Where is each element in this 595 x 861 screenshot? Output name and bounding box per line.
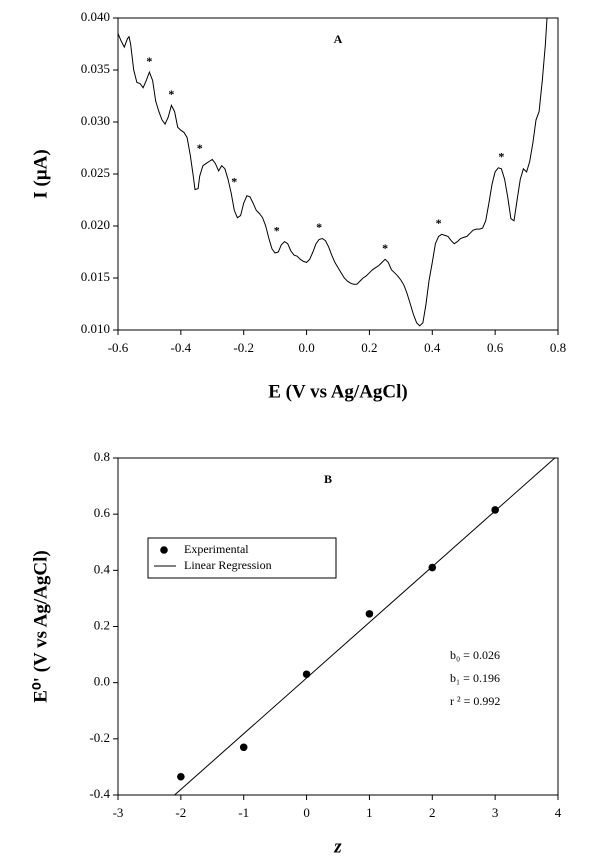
x-tick-label: 0.6 (487, 340, 504, 355)
regression-line (174, 458, 556, 795)
y-tick-label: -0.4 (89, 786, 110, 801)
plot-frame (117, 17, 559, 331)
legend-box (147, 537, 337, 579)
data-line (118, 18, 548, 327)
x-tick-label: 0 (303, 805, 310, 820)
x-axis-title: E (V vs Ag/AgCl) (268, 381, 408, 402)
legend-label: Linear Regression (184, 558, 272, 572)
data-point (428, 563, 437, 572)
y-tick-label: 0.0 (94, 674, 110, 689)
y-tick-label: 0.2 (94, 617, 110, 632)
peak-marker: * (168, 87, 174, 101)
panel-title: A (334, 32, 343, 46)
legend-marker (160, 546, 168, 554)
x-axis-title: z (333, 836, 342, 857)
panel-title: B (324, 472, 332, 486)
peak-marker: * (146, 54, 152, 68)
fit-statistic: r ² = 0.992 (450, 694, 500, 708)
x-tick-label: 4 (555, 805, 562, 820)
x-tick-label: 0.4 (424, 340, 441, 355)
x-tick-label: 2 (429, 805, 436, 820)
peak-marker: * (274, 223, 280, 237)
peak-marker: * (436, 216, 442, 230)
y-tick-label: 0.015 (81, 269, 110, 284)
x-tick-label: 0.0 (298, 340, 314, 355)
data-point (491, 506, 499, 514)
y-tick-label: 0.4 (94, 561, 111, 576)
data-point (177, 772, 185, 781)
x-tick-label: -1 (238, 805, 249, 820)
y-axis-title: E⁰' (V vs Ag/AgCl) (30, 550, 51, 702)
x-tick-label: 0.8 (550, 340, 566, 355)
peak-marker: * (231, 174, 237, 188)
peak-marker: * (316, 220, 322, 234)
data-point (239, 743, 248, 752)
y-tick-label: 0.025 (81, 165, 110, 180)
peak-marker: * (498, 150, 504, 164)
x-tick-label: 1 (366, 805, 373, 820)
peak-marker: * (197, 141, 203, 155)
data-point (302, 670, 311, 679)
y-tick-label: 0.030 (81, 113, 110, 128)
y-tick-label: 0.010 (81, 321, 110, 336)
y-tick-label: 0.020 (81, 217, 110, 232)
x-tick-label: -2 (175, 805, 186, 820)
x-tick-label: -0.6 (108, 340, 129, 355)
y-tick-label: 0.8 (94, 449, 110, 464)
data-point (365, 610, 374, 618)
y-axis-title: I (µA) (30, 149, 51, 198)
y-tick-label: 0.6 (94, 505, 111, 520)
peak-marker: * (382, 241, 388, 255)
y-tick-label: 0.040 (81, 9, 110, 24)
legend-label: Experimental (184, 542, 249, 556)
x-tick-label: -3 (113, 805, 124, 820)
fit-statistic: b₀ = 0.026 (450, 648, 500, 662)
x-tick-label: -0.4 (171, 340, 192, 355)
fit-statistic: b₁ = 0.196 (450, 671, 500, 685)
y-tick-label: 0.035 (81, 61, 110, 76)
x-tick-label: 0.2 (361, 340, 377, 355)
x-tick-label: -0.2 (233, 340, 254, 355)
x-tick-label: 3 (492, 805, 499, 820)
y-tick-label: -0.2 (89, 730, 110, 745)
